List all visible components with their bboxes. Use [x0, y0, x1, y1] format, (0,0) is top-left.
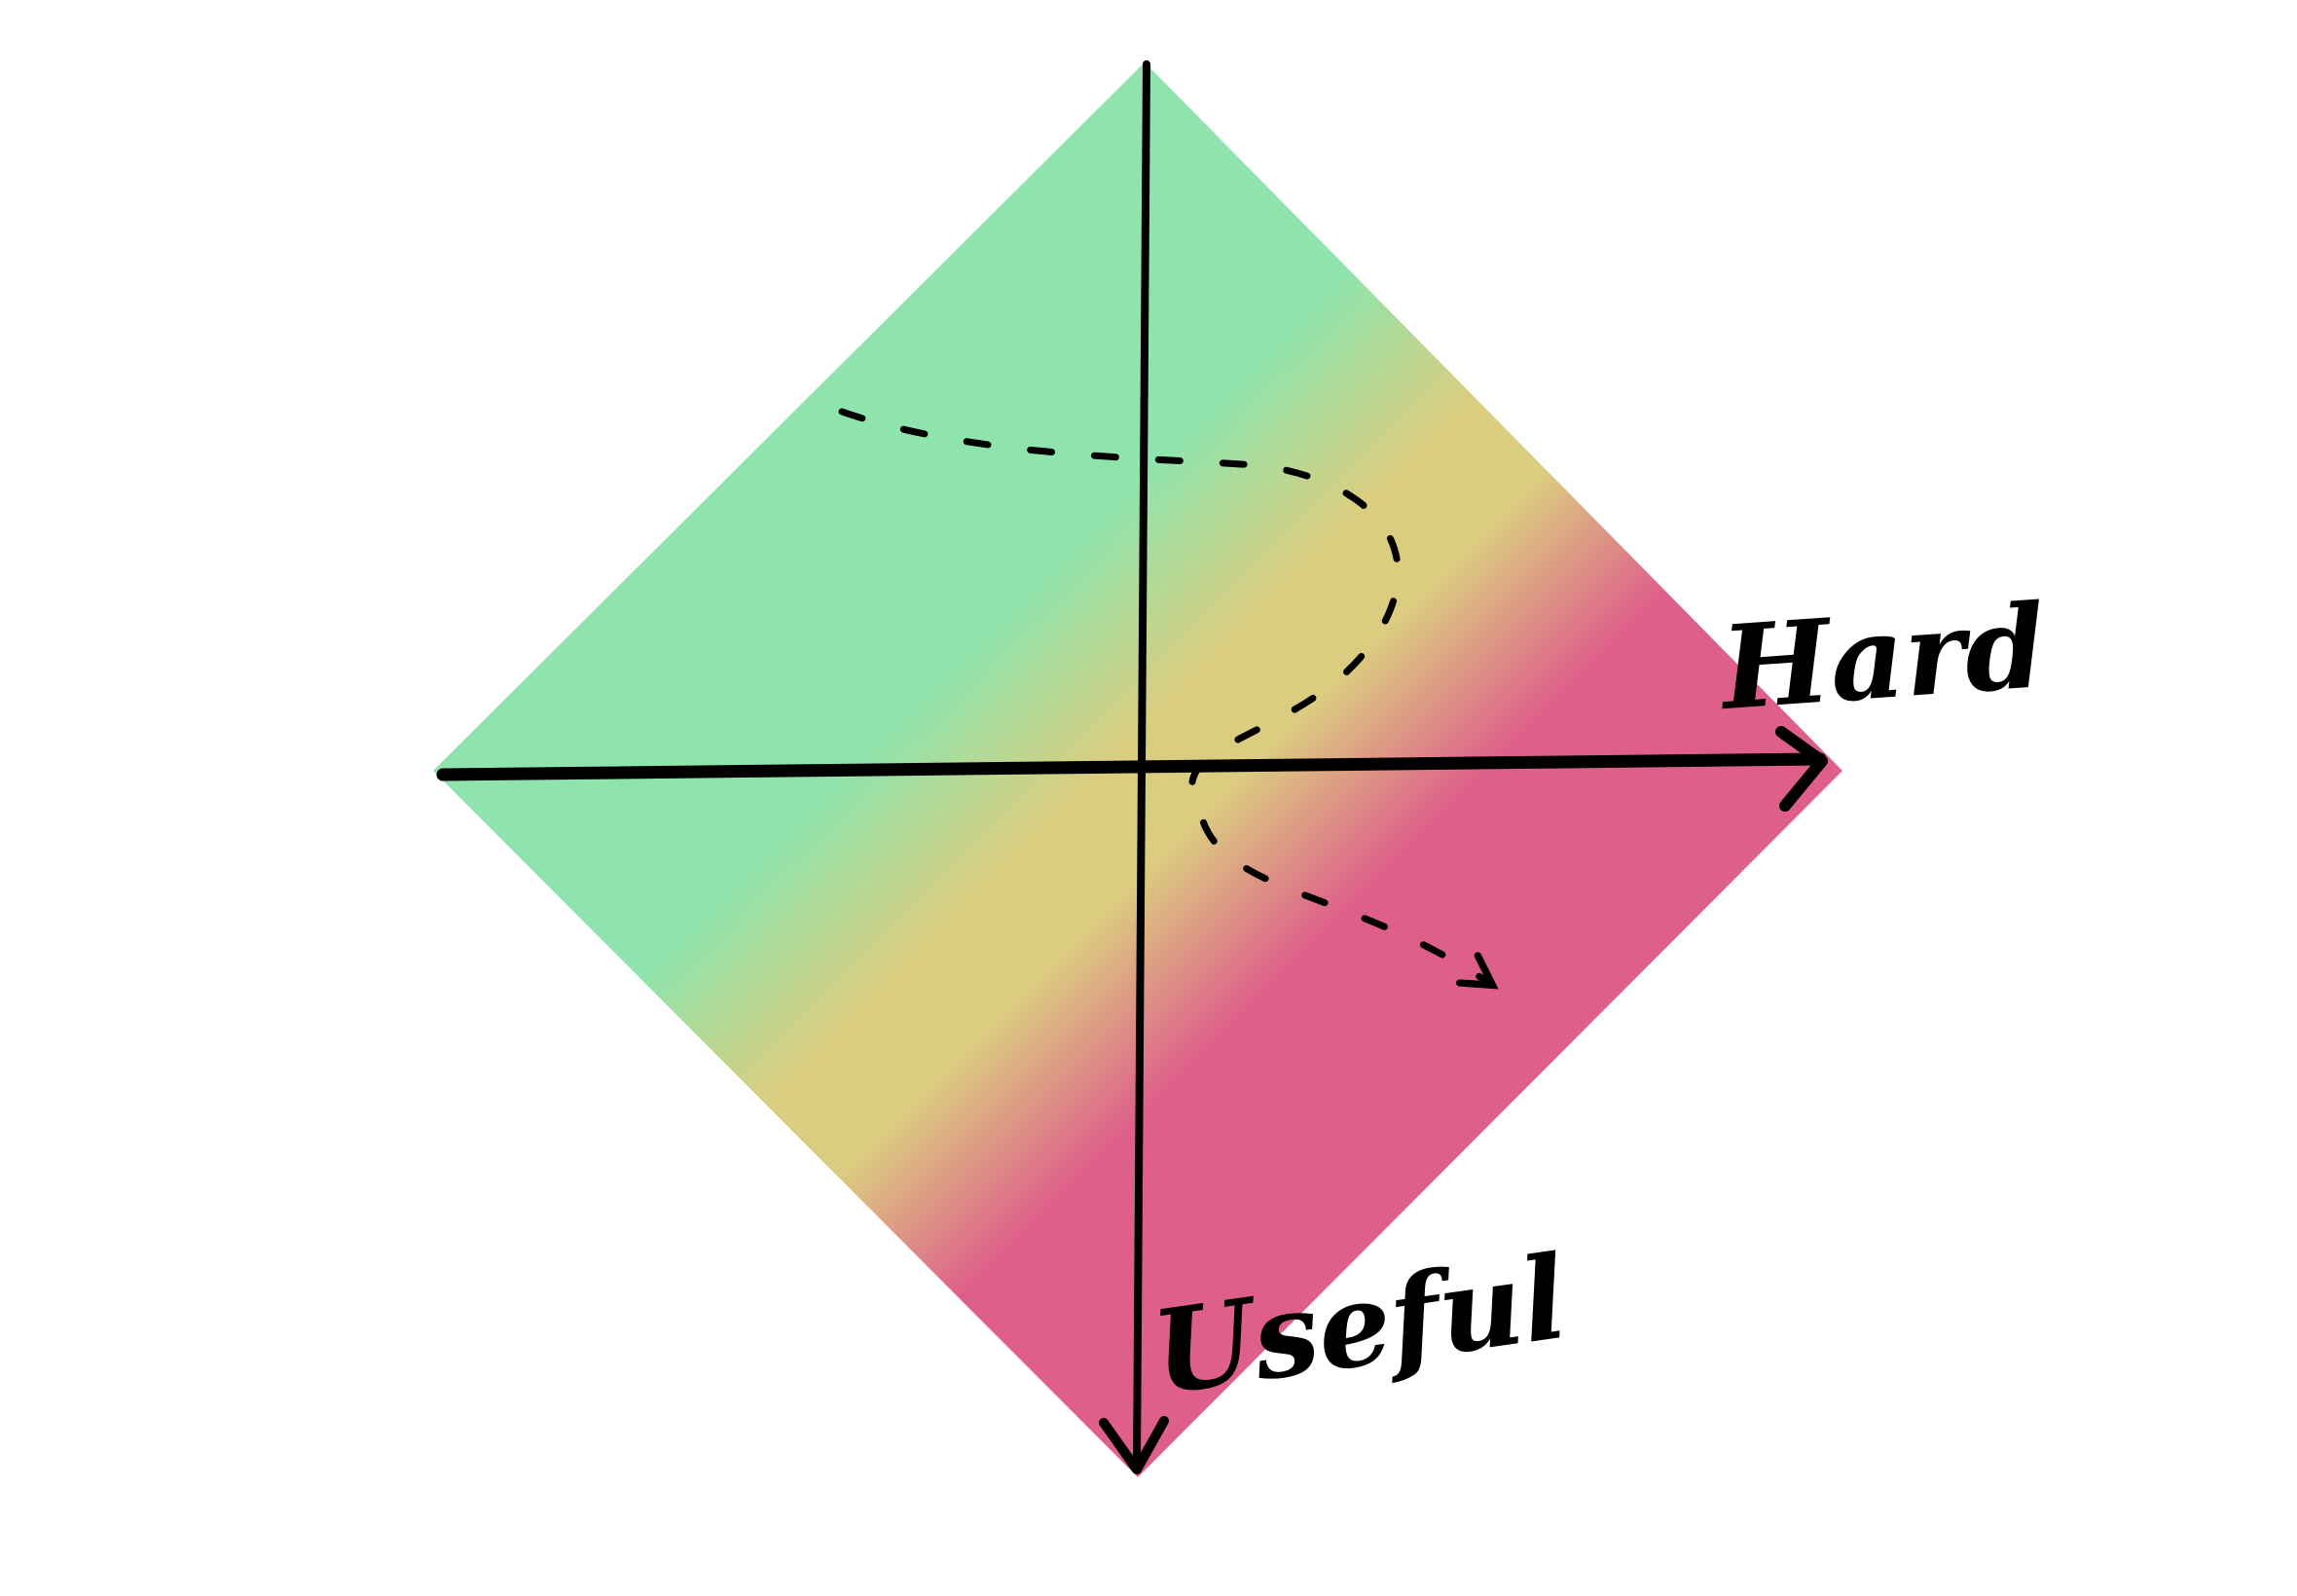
vertical-axis-arrowhead — [1099, 1416, 1169, 1474]
horizontal-axis-line — [436, 752, 1827, 781]
horizontal-axis-arrowhead — [1775, 726, 1828, 812]
x-axis-label: Hard — [1714, 578, 2050, 736]
dashed-trajectory-arrow — [838, 408, 1499, 990]
